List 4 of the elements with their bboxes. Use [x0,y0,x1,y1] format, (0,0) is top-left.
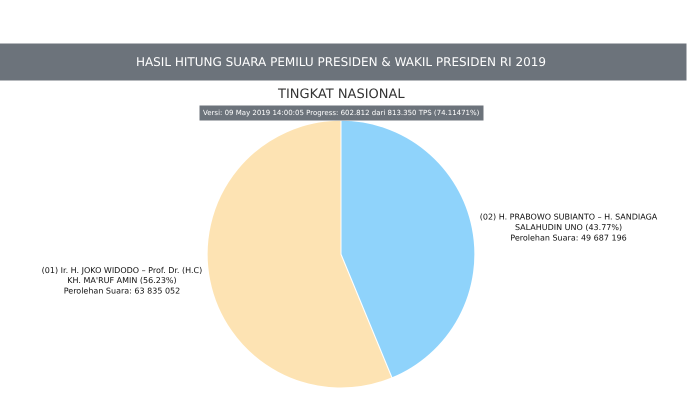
slice-label: (01) Ir. H. JOKO WIDODO – Prof. Dr. (H.C) KH. MA'RUF AMIN (56.23%) Perolehan Suara: 63 835 052 [42,266,202,296]
slice-label: (02) H. PRABOWO SUBIANTO – H. SANDIAGA SALAHUDIN UNO (43.77%) Perolehan Suara: 49 687 196 [480,212,658,242]
chart-title: HASIL HITUNG SUARA PEMILU PRESIDEN & WAKIL PRESIDEN RI 2019 [136,55,546,69]
chart-subtitle: TINGKAT NASIONAL [277,87,406,102]
